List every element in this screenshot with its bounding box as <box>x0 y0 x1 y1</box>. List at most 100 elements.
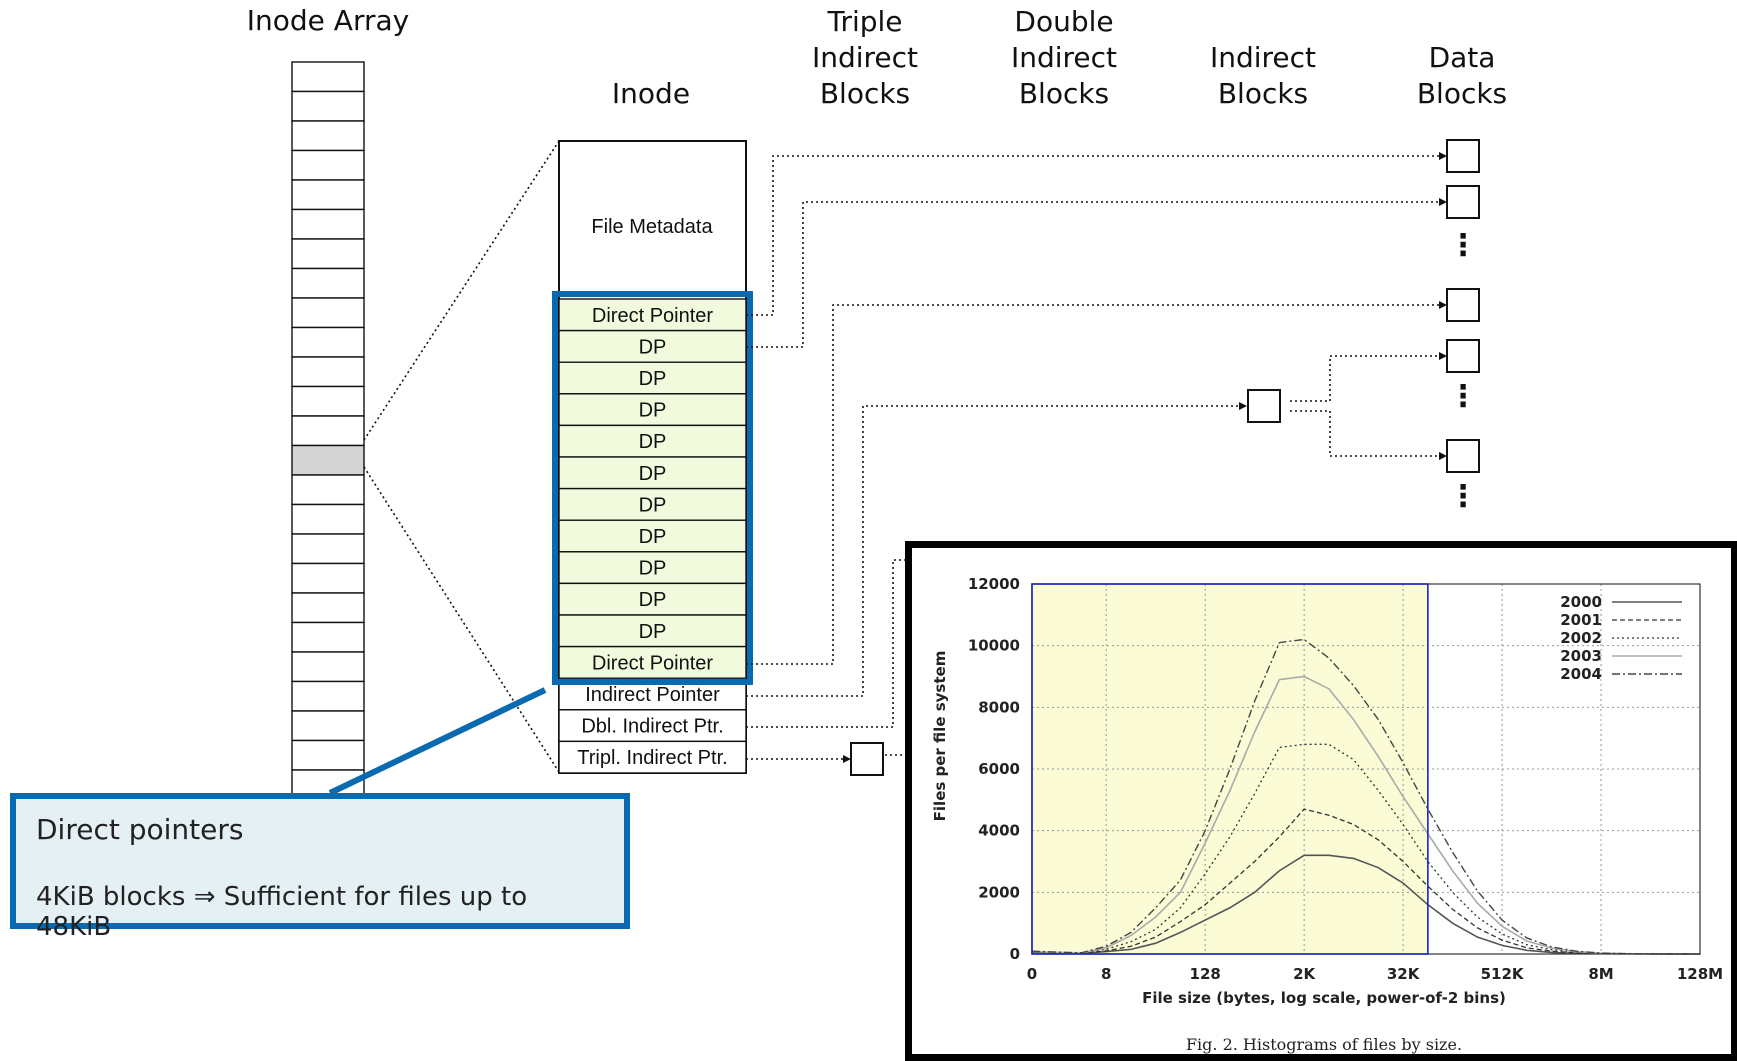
inode-array-slot <box>291 120 365 152</box>
inode-pointer-cell <box>558 424 747 458</box>
svg-text:Triple: Triple <box>826 5 902 38</box>
inode-pointer-cell <box>558 645 747 679</box>
callout-detail: 4KiB blocks ⇒ Sufficient for files up to… <box>36 882 528 942</box>
x-tick-label: 512K <box>1481 965 1525 983</box>
x-tick-label: 32K <box>1387 965 1421 983</box>
y-tick-label: 4000 <box>978 822 1020 840</box>
inode-array-slot <box>291 179 365 211</box>
y-axis-label: Files per file system <box>931 651 949 822</box>
x-ticks: 0 8 128 2K 32K 512K 8M 128M <box>1027 965 1723 983</box>
svg-text:Double: Double <box>1014 5 1113 38</box>
inode-array-slot <box>291 238 365 270</box>
legend-label: 2004 <box>1560 665 1602 683</box>
inode-array-slot <box>291 651 365 683</box>
svg-text:Data: Data <box>1429 41 1496 74</box>
inode-array-slot <box>291 710 365 742</box>
highlight-range-border <box>1031 583 1429 955</box>
legend-label: 2002 <box>1560 629 1602 647</box>
y-tick-label: 2000 <box>978 883 1020 901</box>
data-blocks <box>1446 139 1480 473</box>
inode-array-slot <box>291 503 365 535</box>
inode-pointer-label: DP <box>639 621 667 643</box>
x-tick-label: 8M <box>1588 965 1613 983</box>
figure-caption: Fig. 2. Histograms of files by size. <box>1186 1035 1462 1054</box>
inode-pointer-label: Dbl. Indirect Ptr. <box>581 716 723 738</box>
svg-text:Blocks: Blocks <box>1417 77 1507 110</box>
direct-pointers-callout: Direct pointers 4KiB blocks ⇒ Sufficient… <box>10 793 630 942</box>
inode-pointer-label: DP <box>639 368 667 390</box>
triple-indirect-block <box>850 742 884 776</box>
file-metadata-label: File Metadata <box>591 216 713 238</box>
inode-pointer-label: DP <box>639 494 667 516</box>
inode-pointer-cell <box>558 298 747 332</box>
inode-array-slot <box>291 592 365 624</box>
x-tick-label: 0 <box>1027 965 1037 983</box>
inode-array-header: Inode Array <box>247 4 409 37</box>
triple-indirect-header: Triple Indirect Blocks <box>812 5 918 110</box>
inode-array-slot <box>291 533 365 565</box>
legend-label: 2003 <box>1560 647 1602 665</box>
arrow-heads <box>843 152 1447 763</box>
y-tick-label: 6000 <box>978 760 1020 778</box>
chart-grid <box>1032 584 1700 954</box>
y-tick-label: 0 <box>1010 945 1020 963</box>
svg-text:Blocks: Blocks <box>820 77 910 110</box>
inode-pointer-cell <box>558 393 747 427</box>
svg-text:Blocks: Blocks <box>1019 77 1109 110</box>
y-tick-label: 12000 <box>968 575 1020 593</box>
svg-text:Blocks: Blocks <box>1218 77 1308 110</box>
data-ellipsis-2: ⋮ <box>1448 379 1478 414</box>
inode-array-slot <box>291 356 365 388</box>
inode-array-slot <box>291 149 365 181</box>
inode-pointer-label: DP <box>639 526 667 548</box>
inode-array-slot <box>291 621 365 653</box>
indirect-header: Indirect Blocks <box>1210 41 1316 110</box>
inode-pointer-label: DP <box>639 336 667 358</box>
inode-array-slot <box>291 562 365 594</box>
double-indirect-header: Double Indirect Blocks <box>1011 5 1117 110</box>
inode-pointer-cell <box>558 361 747 395</box>
inode-array-slot <box>291 326 365 358</box>
inode-array-slot-selected <box>291 444 365 476</box>
inode-pointer-label: Direct Pointer <box>592 652 713 674</box>
inode-array-slot <box>291 474 365 506</box>
inode-array-slot <box>291 90 365 122</box>
zoom-line-bottom <box>363 466 560 773</box>
inode-pointer-label: DP <box>639 400 667 422</box>
inode-pointer-cell <box>558 709 747 743</box>
inode-array-slot <box>291 61 365 93</box>
inode-pointer-cell <box>558 740 747 774</box>
inode-array-slot <box>291 415 365 447</box>
callout-title: Direct pointers <box>36 813 244 846</box>
x-tick-label: 128M <box>1677 965 1723 983</box>
callout-connector <box>328 687 547 796</box>
svg-text:Indirect: Indirect <box>1210 41 1316 74</box>
zoom-line-top <box>363 140 560 441</box>
series-line-2004 <box>1031 638 1700 955</box>
inode-pointer-label: DP <box>639 558 667 580</box>
inode-array-slot <box>291 680 365 712</box>
inode-array-slot <box>291 267 365 299</box>
inode-pointer-cell <box>558 487 747 521</box>
y-tick-label: 8000 <box>978 698 1020 716</box>
data-ellipsis-1: ⋮ <box>1448 228 1478 263</box>
inode-pointer-label: DP <box>639 589 667 611</box>
inode-box: File Metadata Direct Pointer DP DP DP DP DP DP… <box>558 140 747 774</box>
x-tick-label: 2K <box>1293 965 1316 983</box>
inode-header: Inode <box>612 77 690 110</box>
legend-label: 2000 <box>1560 593 1602 611</box>
file-size-histogram: 0 8 128 2K 32K 512K 8M 128M 0 2000 4000 6000 8000 10… <box>905 541 1737 1061</box>
inode-pointer-label: Direct Pointer <box>592 305 713 327</box>
svg-text:Indirect: Indirect <box>1011 41 1117 74</box>
inode-pointer-cell <box>558 551 747 585</box>
y-tick-label: 10000 <box>968 637 1020 655</box>
pointer-connectors <box>746 155 1440 760</box>
histogram-svg: 0 8 128 2K 32K 512K 8M 128M 0 2000 4000 6000 8000 10… <box>931 575 1723 1054</box>
direct-pointers-highlight <box>552 291 753 685</box>
y-ticks: 0 2000 4000 6000 8000 10000 12000 <box>968 575 1020 963</box>
x-tick-label: 128 <box>1190 965 1221 983</box>
data-ellipsis-3: ⋮ <box>1448 479 1478 514</box>
inode-array-slot <box>291 208 365 240</box>
